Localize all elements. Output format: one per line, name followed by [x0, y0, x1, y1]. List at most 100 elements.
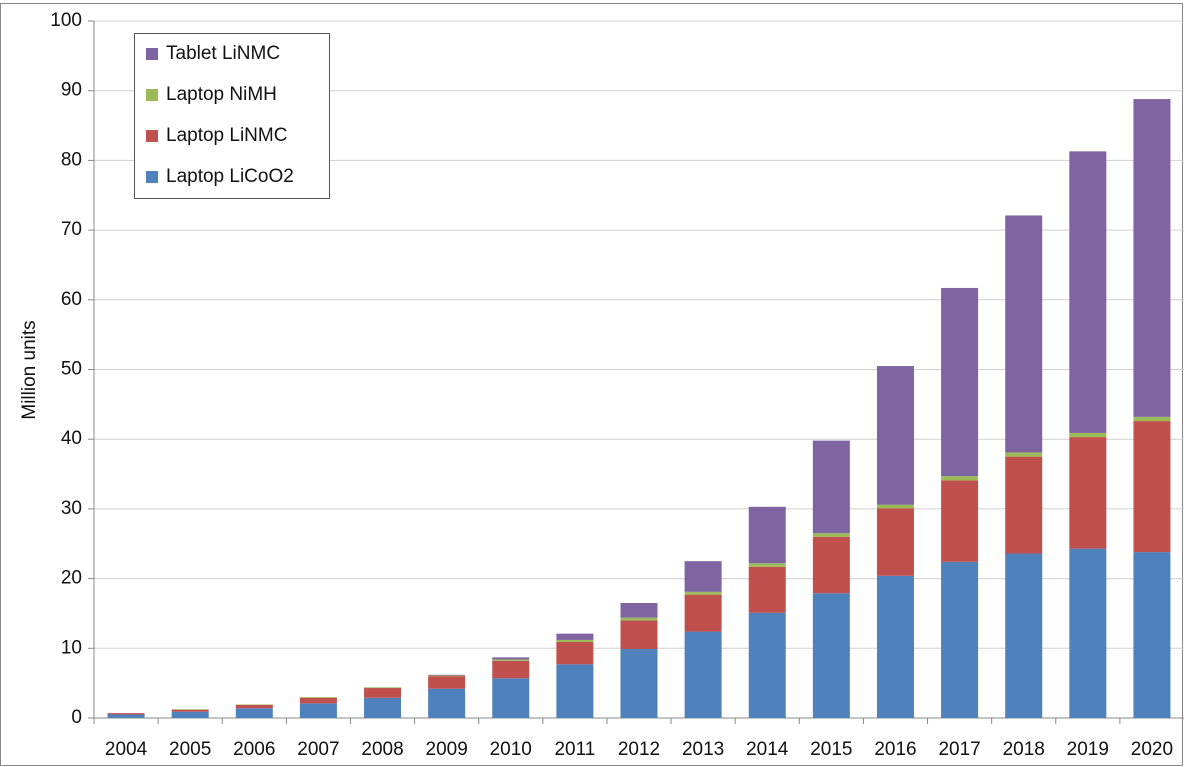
bar-segment [620, 617, 658, 621]
bar-segment [556, 633, 594, 640]
bar-segment [876, 504, 914, 509]
y-tick-label: 20 [61, 568, 82, 589]
bar-segment [812, 593, 850, 718]
bar-segment [684, 591, 722, 595]
bar-segment [941, 287, 979, 477]
bar-segment [1069, 151, 1107, 433]
y-tick-label: 70 [61, 219, 82, 240]
x-tick-label: 2019 [1067, 739, 1109, 760]
bar-segment [748, 612, 786, 718]
bar-segment [556, 664, 594, 718]
x-tick-label: 2020 [1131, 739, 1173, 760]
y-tick-label: 0 [71, 707, 82, 728]
bar-segment [1133, 99, 1171, 417]
bar-segment [492, 678, 530, 718]
x-tick-label: 2007 [297, 739, 339, 760]
bar-segment [1005, 215, 1043, 453]
bar-segment [941, 561, 979, 718]
bar-segment [299, 703, 337, 718]
bar-segment [171, 711, 209, 718]
bar-segment [428, 674, 466, 676]
y-tick-label: 10 [61, 637, 82, 658]
bar-segment [364, 697, 402, 718]
x-tick-label: 2004 [105, 739, 148, 760]
x-tick-label: 2015 [810, 739, 852, 760]
bar-segment [620, 648, 658, 718]
x-tick-label: 2018 [1003, 739, 1045, 760]
bar-segment [364, 688, 402, 698]
x-tick-label: 2008 [361, 739, 403, 760]
legend-label: Tablet LiNMC [166, 43, 280, 64]
y-axis-label: Million units [19, 320, 40, 419]
x-tick-label: 2011 [554, 739, 595, 760]
bar-segment [941, 476, 979, 481]
y-tick-label: 100 [50, 10, 82, 31]
x-tick-label: 2010 [490, 739, 532, 760]
x-tick-label: 2017 [938, 739, 980, 760]
y-tick-label: 40 [61, 428, 82, 449]
bar-segment [1005, 553, 1043, 718]
bar-segment [492, 657, 530, 660]
y-tick-label: 90 [61, 80, 82, 101]
legend-swatch [146, 89, 158, 101]
bar-segment [1133, 416, 1171, 422]
bar-segment [748, 563, 786, 567]
bar-segment [235, 704, 273, 709]
bar-segment [876, 366, 914, 505]
bar-segment [299, 697, 337, 704]
x-tick-label: 2014 [746, 739, 789, 760]
bar-segment [748, 566, 786, 613]
frame [0, 3, 1183, 766]
bar-segment [1005, 456, 1043, 554]
bar-segment [556, 642, 594, 665]
bar-segment [171, 709, 209, 712]
legend-swatch [146, 130, 158, 142]
x-tick-label: 2012 [618, 739, 660, 760]
y-tick-label: 80 [61, 149, 82, 170]
bar-segment [364, 687, 402, 689]
bar-segment [1069, 432, 1107, 438]
bar-segment [1005, 452, 1043, 457]
legend-label: Laptop NiMH [166, 84, 277, 105]
bar-segment [748, 506, 786, 564]
bar-segment [492, 659, 530, 661]
x-tick-label: 2006 [233, 739, 275, 760]
y-tick-label: 50 [61, 359, 82, 380]
bar-segment [1133, 552, 1171, 718]
bar-segment [812, 533, 850, 537]
legend-label: Laptop LiNMC [166, 125, 287, 146]
bar-segment [620, 620, 658, 649]
x-tick-label: 2005 [169, 739, 211, 760]
bar-segment [812, 536, 850, 594]
legend-swatch [146, 171, 158, 183]
bar-segment [299, 697, 337, 698]
legend-swatch [146, 48, 158, 60]
bar-segment [428, 676, 466, 689]
x-tick-label: 2016 [874, 739, 916, 760]
legend-box [134, 33, 330, 199]
bar-segment [812, 440, 850, 534]
bar-segment [1133, 421, 1171, 553]
bar-segment [107, 713, 145, 715]
x-tick-label: 2013 [682, 739, 724, 760]
bar-segment [235, 708, 273, 718]
bar-segment [684, 631, 722, 718]
legend-label: Laptop LiCoO2 [166, 166, 294, 187]
bar-segment [492, 660, 530, 679]
bar-segment [684, 561, 722, 592]
y-tick-label: 30 [61, 498, 82, 519]
bar-segment [684, 594, 722, 632]
bar-segment [876, 508, 914, 576]
bar-segment [428, 675, 466, 677]
bar-segment [107, 714, 145, 718]
bar-segment [941, 480, 979, 562]
bar-segment [1069, 437, 1107, 549]
bar-segment [556, 639, 594, 643]
y-tick-label: 60 [61, 289, 82, 310]
bar-segment [620, 602, 658, 618]
bar-segment [1069, 548, 1107, 718]
bar-segment [428, 688, 466, 718]
bar-segment [876, 575, 914, 718]
x-tick-label: 2009 [426, 739, 468, 760]
